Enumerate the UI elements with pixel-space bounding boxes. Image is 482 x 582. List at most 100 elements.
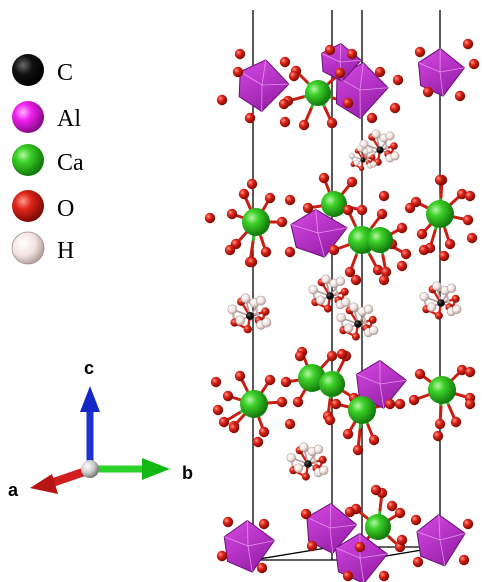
oxygen-atom <box>368 434 380 446</box>
oxygen-atom <box>330 398 342 410</box>
oxygen-atom <box>294 350 306 362</box>
oxygen-atom <box>243 325 252 334</box>
carbonate-water-groups <box>227 129 462 481</box>
oxygen-atom <box>264 192 276 204</box>
oxygen-atom <box>318 455 327 464</box>
oxygen-atom <box>376 208 388 220</box>
hydrogen-atom <box>335 276 346 286</box>
legend-item-aluminium: Al <box>12 101 81 133</box>
oxygen-atom <box>324 44 336 56</box>
hydrogen-swatch-icon <box>11 231 45 265</box>
oxygen-atom <box>232 66 244 78</box>
oxygen-atom <box>464 366 476 378</box>
carbonate-cluster <box>419 281 462 320</box>
calcium-atom <box>428 376 456 404</box>
oxygen-atom <box>260 246 272 258</box>
oxygen-atom <box>396 534 408 546</box>
octahedron-edge <box>306 516 357 529</box>
oxygen-atom <box>394 507 406 519</box>
oxygen-atom <box>390 142 398 150</box>
octahedron-edge <box>224 536 275 547</box>
oxygen-atom <box>306 540 318 552</box>
oxygen-atom <box>374 66 386 78</box>
oxygen-atom <box>226 208 238 220</box>
hydrogen-atom <box>341 297 351 307</box>
oxygen-atom <box>336 348 348 360</box>
oxygen-atom <box>356 204 368 216</box>
calcium-atom <box>367 227 393 253</box>
oxygen-atom <box>434 311 443 320</box>
oxygen-atom <box>344 506 356 518</box>
axis-a-arrow <box>30 466 91 494</box>
axis-c-arrow <box>80 386 100 468</box>
axis-c-label: c <box>84 358 94 378</box>
oxygen-atom <box>258 518 270 530</box>
hydrogen-atom <box>419 292 429 302</box>
octahedron-edge <box>418 62 465 73</box>
legend-item-oxygen: O <box>12 190 74 222</box>
hydrogen-atom <box>370 161 377 168</box>
oxygen-atom <box>344 266 356 278</box>
legend-label-calcium: Ca <box>57 150 84 176</box>
oxygen-atom <box>350 274 362 286</box>
oxygen-atom <box>301 472 310 481</box>
octahedron-face <box>355 359 408 409</box>
oxygen-atom <box>354 541 366 553</box>
element-legend: C Al Ca O H <box>11 54 84 265</box>
oxygen-atom <box>292 396 304 408</box>
hydrogen-atom <box>261 317 272 328</box>
oxygen-atom <box>246 256 258 268</box>
oxygen-atom <box>280 376 292 388</box>
oxygen-atom <box>432 430 444 442</box>
al-octahedron <box>355 359 408 409</box>
hydrogen-atom <box>353 159 360 166</box>
carbon-atom <box>326 292 334 300</box>
oxygen-atom <box>276 216 288 228</box>
hydrogen-atom <box>308 285 318 295</box>
oxygen-atom <box>284 418 296 430</box>
calcium-atom <box>321 191 347 217</box>
octahedron-face <box>306 502 358 555</box>
oxygen-atom <box>238 188 250 200</box>
oxygen-atom <box>342 97 354 109</box>
oxygen-atom <box>224 244 236 256</box>
legend-label-aluminium: Al <box>57 106 81 132</box>
octahedron-face <box>417 47 466 97</box>
oxygen-atom <box>342 204 354 216</box>
hydrogen-atom <box>227 304 238 315</box>
hydrogen-atom <box>385 131 395 141</box>
oxygen-atom <box>326 350 338 362</box>
octahedron-face <box>238 59 290 113</box>
carbon-atom <box>360 157 366 163</box>
oxygen-atom <box>318 172 330 184</box>
hydrogen-atom <box>286 453 296 463</box>
oxygen-atom <box>351 332 360 341</box>
hydrogen-atom <box>321 274 331 284</box>
oxygen-atom <box>328 244 340 256</box>
oxygen-atom <box>444 238 456 250</box>
octahedron-edge <box>335 547 388 559</box>
carbon-atom <box>304 460 312 468</box>
oxygen-atom <box>462 518 474 530</box>
carbonate-cluster <box>348 145 377 172</box>
oxygen-atom <box>279 56 291 68</box>
oxygen-atom <box>216 94 228 106</box>
axis-compass: c b a <box>8 358 193 500</box>
oxygen-atom <box>416 228 428 240</box>
octahedron-edge <box>290 224 348 234</box>
legend-item-calcium: Ca <box>12 144 84 176</box>
oxygen-atom <box>346 176 358 188</box>
calcium-atom <box>240 390 268 418</box>
oxygen-atom <box>346 48 358 60</box>
oxygen-atom <box>378 274 390 286</box>
axis-a-label: a <box>8 480 19 500</box>
hydrogen-atom <box>315 295 326 305</box>
oxygen-atom <box>464 190 476 202</box>
oxygen-atom <box>462 214 474 226</box>
calcium-atom <box>242 208 270 236</box>
oxygen-atom <box>408 394 420 406</box>
oxygen-atom <box>324 414 336 426</box>
hydrogen-atom <box>336 313 346 323</box>
oxygen-atom <box>372 264 384 276</box>
